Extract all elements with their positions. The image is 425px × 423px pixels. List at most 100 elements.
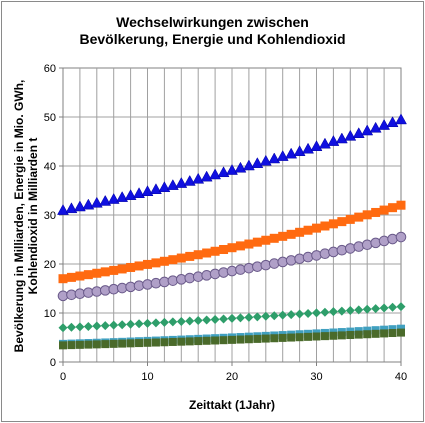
series-1-point <box>251 157 264 168</box>
series-4-point <box>286 310 296 320</box>
series-2-point <box>83 270 93 280</box>
series-6-point <box>312 332 321 341</box>
series-3-point <box>235 264 246 275</box>
series-6-point <box>118 339 127 348</box>
series-4-point <box>126 319 136 329</box>
series-4-point <box>261 311 271 321</box>
series-4-point <box>345 305 355 315</box>
series-2-point <box>312 223 321 233</box>
series-4-point <box>210 314 220 324</box>
series-6-point <box>75 340 84 349</box>
series-4-point <box>354 305 364 315</box>
series-6-point <box>135 339 144 348</box>
series-3-point <box>345 243 356 254</box>
series-2-point <box>168 255 178 265</box>
series-6-point <box>346 331 355 340</box>
series-6-point <box>219 336 228 345</box>
series-3-point <box>260 259 272 271</box>
series-3-point <box>311 250 322 261</box>
series-2-point <box>219 245 229 255</box>
series-6-point <box>228 335 236 344</box>
series-1-point <box>166 179 179 190</box>
series-2-point <box>126 262 136 272</box>
series-2-point <box>320 221 330 231</box>
series-1-point <box>141 185 154 196</box>
series-6-point <box>92 340 101 349</box>
series-1-point <box>234 161 247 173</box>
series-2-point <box>210 246 220 256</box>
series-6-point <box>194 337 203 346</box>
series-6-point <box>143 338 152 347</box>
series-6-point <box>84 340 93 349</box>
series-2-point <box>143 259 152 269</box>
series-2-point <box>371 207 381 217</box>
series-6-point <box>397 328 405 337</box>
series-1-point <box>183 174 196 186</box>
series-2-point <box>379 205 389 215</box>
series-3-point <box>328 246 339 258</box>
x-tick-label: 10 <box>141 371 153 383</box>
series-4-point <box>379 303 389 313</box>
series-2-point <box>58 274 68 284</box>
series-2-point <box>134 261 144 271</box>
series-6-point <box>278 333 287 342</box>
series-2-point <box>286 229 296 239</box>
y-tick-label: 0 <box>50 357 56 369</box>
series-1-point <box>158 181 171 192</box>
series-4-point <box>303 308 313 318</box>
series-2-point <box>244 239 254 249</box>
series-3-point <box>294 253 305 265</box>
series-2-point <box>303 225 313 235</box>
series-6-point <box>380 329 389 338</box>
series-6-point <box>270 334 279 343</box>
series-6-point <box>287 333 296 342</box>
series-4-point <box>75 322 85 332</box>
series-2-point <box>235 241 245 251</box>
series-4-point <box>312 308 321 318</box>
series-1-point <box>242 159 255 171</box>
series-4-point <box>143 318 152 328</box>
series-3-point <box>336 244 348 256</box>
series-4-point <box>396 302 406 312</box>
series-6-point <box>236 335 245 344</box>
series-4-point <box>320 307 330 317</box>
series-3-point <box>353 241 365 252</box>
series-2-point <box>117 264 127 274</box>
series-4-point <box>117 320 127 330</box>
series-2-point <box>193 250 203 260</box>
series-6-point <box>185 337 194 346</box>
series-4-point <box>58 323 68 333</box>
series-1-point <box>369 121 382 133</box>
series-6-point <box>295 333 304 342</box>
series-2-point <box>92 268 102 278</box>
x-tick-label: 40 <box>395 371 407 383</box>
series-1-point <box>90 196 103 208</box>
series-4-point <box>235 313 245 323</box>
series-4-point <box>362 304 372 314</box>
series-3-point <box>302 251 314 263</box>
series-6-point <box>202 336 211 345</box>
series-4-point <box>269 311 279 321</box>
series-3-point <box>243 262 255 274</box>
y-tick-label: 60 <box>44 63 56 75</box>
x-tick-label: 30 <box>310 371 322 383</box>
series-2-point <box>109 265 119 275</box>
series-6-point <box>304 332 313 341</box>
y-tick-label: 30 <box>44 210 56 222</box>
series-3-point <box>285 255 297 266</box>
x-tick-label: 20 <box>226 371 238 383</box>
series-1-point <box>73 200 86 212</box>
series-1-point <box>107 193 120 204</box>
series-2-point <box>100 267 110 277</box>
series-1-point <box>99 194 112 206</box>
series-4-point <box>328 307 338 317</box>
series-1-point <box>150 183 162 194</box>
y-tick-label: 50 <box>44 112 56 124</box>
series-4-point <box>134 319 144 329</box>
series-1-point <box>116 191 129 202</box>
y-tick-label: 40 <box>44 161 56 173</box>
series-6-point <box>337 331 346 340</box>
series-4-point <box>278 310 288 320</box>
x-axis-label: Zeittakt (1Jahr) <box>188 398 276 412</box>
series-2-point <box>295 227 305 237</box>
